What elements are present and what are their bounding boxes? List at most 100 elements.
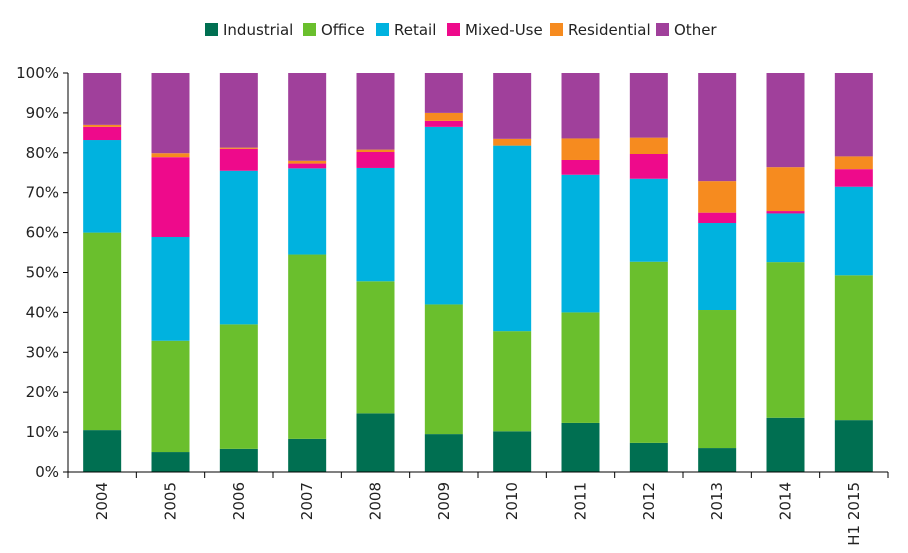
bar-segment-office-2011 bbox=[561, 312, 600, 423]
bar-segment-retail-h1-2015 bbox=[834, 186, 873, 276]
y-tick-label: 40% bbox=[26, 303, 59, 321]
bar-segment-residential-2007 bbox=[288, 160, 327, 164]
y-tick-label: 80% bbox=[26, 144, 59, 162]
bar-segment-residential-2010 bbox=[493, 138, 532, 146]
legend-label-retail: Retail bbox=[394, 21, 436, 39]
bar-segment-other-2014 bbox=[766, 73, 805, 168]
bar-segment-office-2010 bbox=[493, 331, 532, 432]
bar-segment-residential-2008 bbox=[356, 149, 395, 152]
bar-segment-industrial-2011 bbox=[561, 422, 600, 472]
bar-segment-industrial-2005 bbox=[151, 452, 190, 472]
bar-segment-office-2005 bbox=[151, 340, 190, 453]
bar-segment-residential-2011 bbox=[561, 138, 600, 160]
bars bbox=[83, 73, 873, 472]
bar-segment-residential-2004 bbox=[83, 124, 122, 127]
bar-segment-industrial-2008 bbox=[356, 413, 395, 472]
bar-segment-residential-2006 bbox=[219, 147, 258, 149]
bar-segment-retail-2012 bbox=[629, 178, 668, 262]
bar-segment-mixed-use-2012 bbox=[629, 154, 668, 179]
legend-swatch-office bbox=[303, 23, 316, 36]
bar-segment-residential-2013 bbox=[698, 181, 737, 213]
bar-segment-office-2013 bbox=[698, 310, 737, 449]
bar-segment-other-2008 bbox=[356, 73, 395, 150]
x-tick-label: 2005 bbox=[162, 482, 180, 520]
bar-segment-other-2012 bbox=[629, 73, 668, 138]
bar-segment-other-2007 bbox=[288, 73, 327, 161]
bar-segment-industrial-2012 bbox=[629, 442, 668, 472]
legend-swatch-other bbox=[656, 23, 669, 36]
legend-swatch-industrial bbox=[205, 23, 218, 36]
legend-label-office: Office bbox=[321, 21, 365, 39]
bar-segment-mixed-use-2004 bbox=[83, 126, 122, 141]
bar-segment-office-2004 bbox=[83, 232, 122, 431]
x-tick-label: 2004 bbox=[93, 482, 111, 520]
x-tick-label: 2011 bbox=[572, 482, 590, 520]
bar-segment-mixed-use-h1-2015 bbox=[834, 169, 873, 187]
bar-segment-residential-2009 bbox=[424, 112, 463, 121]
x-tick-label: 2010 bbox=[503, 482, 521, 520]
bar-segment-industrial-2009 bbox=[424, 434, 463, 472]
bar-segment-residential-h1-2015 bbox=[834, 156, 873, 170]
bar-segment-retail-2004 bbox=[83, 140, 122, 233]
bar-segment-retail-2013 bbox=[698, 223, 737, 310]
x-tick-label: 2009 bbox=[435, 482, 453, 520]
legend: Industrial Office Retail Mixed-Use Residenti… bbox=[205, 21, 717, 39]
x-tick-label: H1 2015 bbox=[845, 482, 863, 546]
bar-segment-other-h1-2015 bbox=[834, 73, 873, 157]
bar-segment-retail-2010 bbox=[493, 145, 532, 332]
y-axis: 0% 10% 20% 30% 40% 50% 60% 70% 80% 90% 100% bbox=[16, 64, 69, 481]
bar-segment-mixed-use-2005 bbox=[151, 157, 190, 237]
bar-segment-industrial-2013 bbox=[698, 448, 737, 472]
bar-segment-residential-2014 bbox=[766, 167, 805, 212]
bar-segment-retail-2009 bbox=[424, 126, 463, 305]
bar-segment-other-2006 bbox=[219, 73, 258, 148]
bar-segment-retail-2007 bbox=[288, 168, 327, 255]
bar-segment-other-2005 bbox=[151, 73, 190, 154]
bar-segment-mixed-use-2009 bbox=[424, 120, 463, 127]
y-tick-label: 70% bbox=[26, 184, 59, 202]
bar-segment-retail-2006 bbox=[219, 170, 258, 325]
bar-segment-industrial-h1-2015 bbox=[834, 420, 873, 472]
x-tick-label: 2006 bbox=[230, 482, 248, 520]
bar-segment-office-2009 bbox=[424, 304, 463, 435]
y-tick-label: 10% bbox=[26, 423, 59, 441]
x-tick-label: 2007 bbox=[298, 482, 316, 520]
bar-segment-other-2009 bbox=[424, 73, 463, 113]
legend-label-residential: Residential bbox=[568, 21, 651, 39]
bar-segment-residential-2005 bbox=[151, 153, 190, 158]
bar-segment-office-2006 bbox=[219, 324, 258, 449]
y-tick-label: 50% bbox=[26, 264, 59, 282]
bar-segment-retail-2011 bbox=[561, 174, 600, 313]
legend-swatch-mixed-use bbox=[447, 23, 460, 36]
bar-segment-office-2014 bbox=[766, 262, 805, 418]
bar-segment-mixed-use-2008 bbox=[356, 152, 395, 168]
x-tick-label: 2014 bbox=[777, 482, 795, 520]
x-tick-label: 2012 bbox=[640, 482, 658, 520]
bar-segment-retail-2014 bbox=[766, 213, 805, 263]
y-tick-label: 30% bbox=[26, 343, 59, 361]
bar-segment-residential-2012 bbox=[629, 137, 668, 154]
legend-label-mixed-use: Mixed-Use bbox=[465, 21, 543, 39]
bar-segment-other-2013 bbox=[698, 73, 737, 182]
y-tick-label: 60% bbox=[26, 224, 59, 242]
bar-segment-other-2011 bbox=[561, 73, 600, 139]
x-axis: 2004 2005 2006 2007 2008 2009 2010 2011 2012 2013… bbox=[67, 471, 889, 546]
legend-swatch-retail bbox=[376, 23, 389, 36]
bar-segment-industrial-2004 bbox=[83, 430, 122, 472]
y-tick-label: 0% bbox=[35, 463, 59, 481]
bar-segment-retail-2005 bbox=[151, 236, 190, 341]
legend-swatch-residential bbox=[550, 23, 563, 36]
x-tick-label: 2008 bbox=[367, 482, 385, 520]
bar-segment-industrial-2007 bbox=[288, 438, 327, 472]
legend-label-other: Other bbox=[674, 21, 717, 39]
y-tick-label: 20% bbox=[26, 383, 59, 401]
bar-segment-mixed-use-2007 bbox=[288, 163, 327, 169]
bar-segment-industrial-2010 bbox=[493, 431, 532, 472]
bar-segment-office-2007 bbox=[288, 254, 327, 439]
bar-segment-office-2012 bbox=[629, 261, 668, 443]
y-tick-label: 90% bbox=[26, 104, 59, 122]
x-tick-label: 2013 bbox=[708, 482, 726, 520]
legend-label-industrial: Industrial bbox=[223, 21, 293, 39]
bar-segment-mixed-use-2014 bbox=[766, 211, 805, 214]
